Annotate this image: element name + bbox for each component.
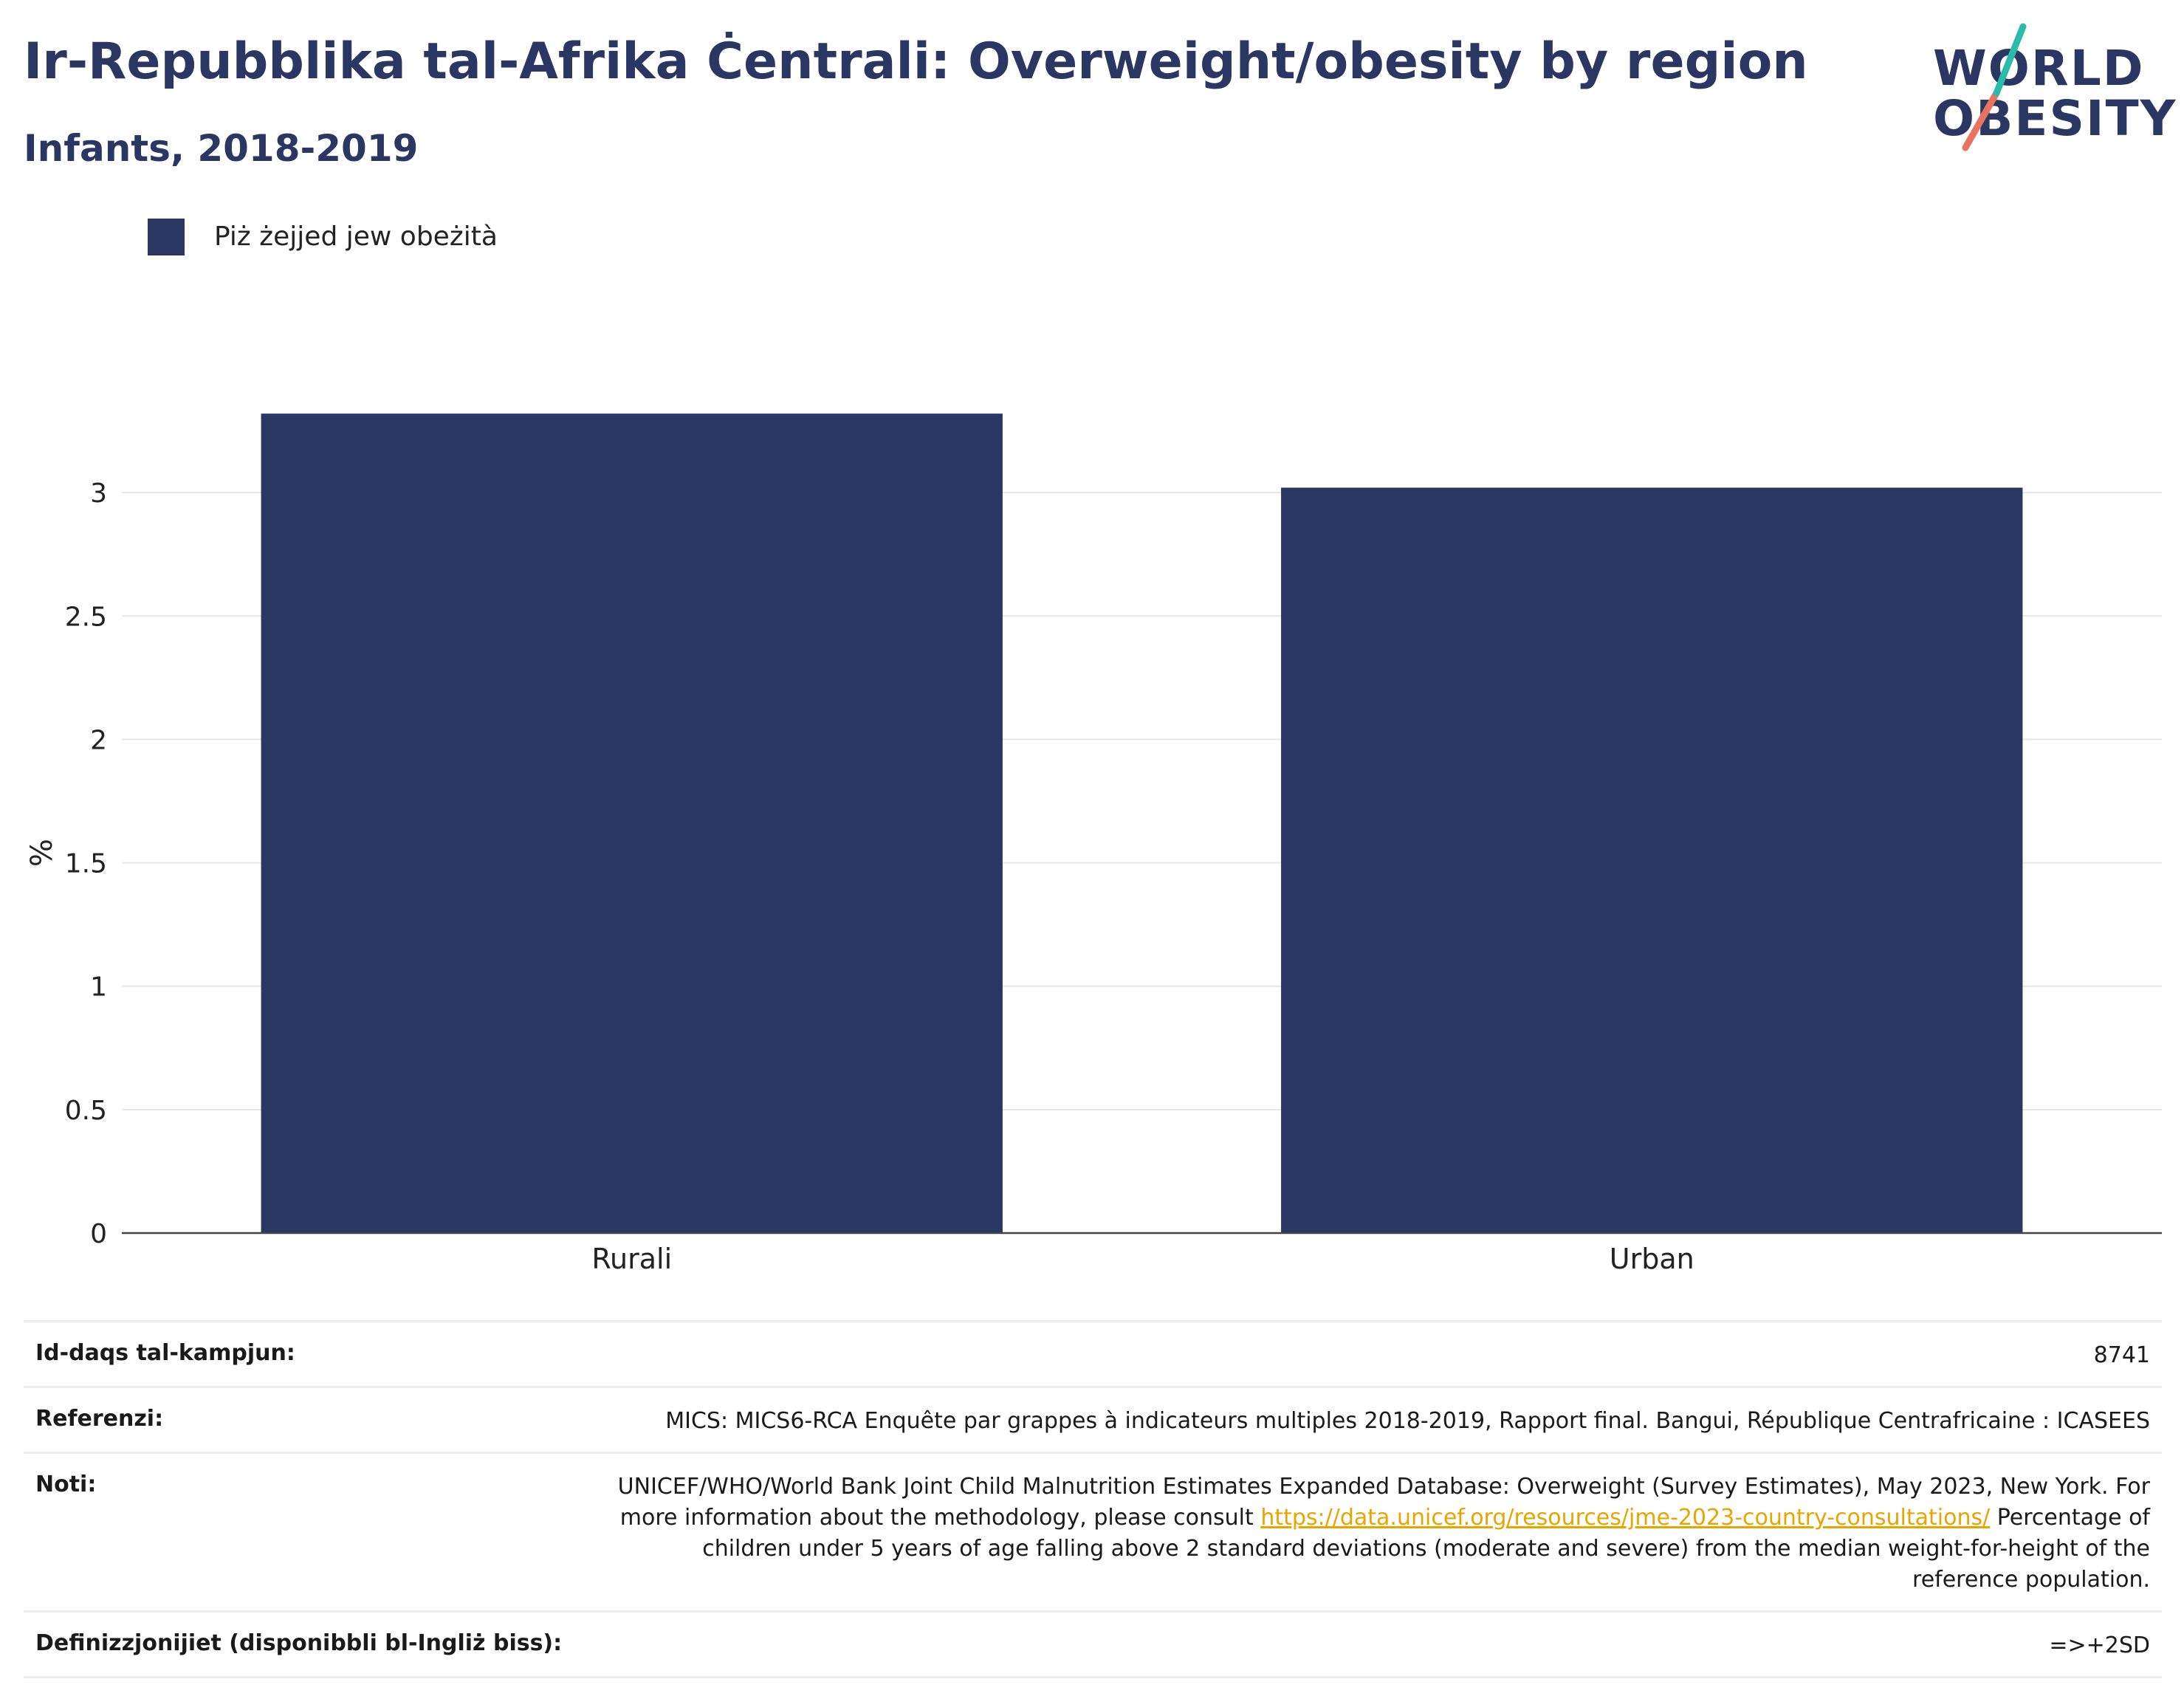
y-tick-label: 2.5 xyxy=(65,602,107,632)
x-tick-label: Urban xyxy=(1610,1243,1694,1275)
logo-slash-icon xyxy=(1962,23,2027,151)
notes-text-after: Percentage of children under 5 years of … xyxy=(702,1505,2150,1593)
y-axis-label: % xyxy=(25,839,59,867)
references-row: Referenzi: MICS: MICS6-RCA Enquête par g… xyxy=(24,1386,2162,1452)
bar xyxy=(261,413,1003,1234)
y-tick-label: 1 xyxy=(90,972,107,1003)
info-table: Id-daqs tal-kampjun: 8741 Referenzi: MIC… xyxy=(24,1320,2162,1678)
notes-label: Noti: xyxy=(35,1472,97,1497)
sample-size-row: Id-daqs tal-kampjun: 8741 xyxy=(24,1320,2162,1386)
notes-row: Noti: UNICEF/WHO/World Bank Joint Child … xyxy=(24,1452,2162,1610)
chart-title: Ir-Repubblika tal-Afrika Ċentrali: Overw… xyxy=(24,32,1808,91)
definitions-row: Definizzjonijiet (disponibbli bl-Ingliż … xyxy=(24,1610,2162,1678)
y-tick-label: 1.5 xyxy=(65,849,107,879)
bar-chart: 0 0.5 1 1.5 2 2.5 3 Rurali Urban% xyxy=(25,413,2162,1275)
bar xyxy=(1281,487,2023,1233)
sample-size-label: Id-daqs tal-kampjun: xyxy=(35,1340,295,1366)
y-tick-label: 0.5 xyxy=(65,1096,107,1126)
notes-value: UNICEF/WHO/World Bank Joint Child Malnut… xyxy=(614,1472,2150,1596)
sample-size-value: 8741 xyxy=(2093,1342,2150,1368)
chart-subtitle: Infants, 2018-2019 xyxy=(24,127,419,170)
y-tick-label: 3 xyxy=(90,478,107,509)
world-obesity-logo: WORLD OBESITY xyxy=(1920,22,2175,155)
notes-text-before: UNICEF/WHO/World Bank Joint Child Malnut… xyxy=(617,1474,2150,1531)
legend-swatch xyxy=(148,219,185,255)
logo-text-world: WORLD xyxy=(1933,40,2145,97)
references-value: MICS: MICS6-RCA Enquête par grappes à in… xyxy=(665,1408,2150,1434)
legend-label: Piż żejjed jew obeżità xyxy=(214,222,498,252)
y-tick-label: 2 xyxy=(90,725,107,755)
methodology-link[interactable]: https://data.unicef.org/resources/jme-20… xyxy=(1260,1505,1991,1531)
definitions-value: =>+2SD xyxy=(2049,1633,2150,1658)
references-label: Referenzi: xyxy=(35,1406,164,1432)
x-tick-label: Rurali xyxy=(591,1243,672,1275)
definitions-label: Definizzjonijiet (disponibbli bl-Ingliż … xyxy=(35,1630,563,1656)
y-tick-label: 0 xyxy=(90,1219,107,1249)
